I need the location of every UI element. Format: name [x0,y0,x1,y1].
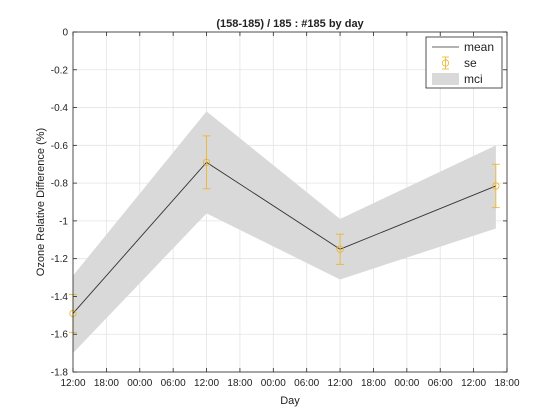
x-tick-label: 06:00 [428,378,453,389]
y-tick-label: -1.4 [51,292,69,303]
data-layer [69,111,500,354]
x-tick-label: 18:00 [227,378,252,389]
ticks: 0-0.2-0.4-0.6-0.8-1-1.2-1.4-1.6-1.812:00… [51,28,520,390]
y-tick-label: -1.2 [51,254,69,265]
chart-title: (158-185) / 185 : #185 by day [216,18,364,30]
y-tick-label: -1.8 [51,368,69,379]
legend-mci-patch [432,73,459,85]
plot-frame [72,31,508,373]
x-tick-label: 00:00 [127,378,152,389]
x-axis-label: Day [280,395,300,407]
se-marker [336,245,344,253]
legend-mci-label: mci [464,72,483,86]
legend-mean-label: mean [464,40,494,54]
x-tick-label: 00:00 [261,378,286,389]
se-marker [202,158,211,166]
x-tick-label: 12:00 [461,378,486,389]
y-tick-label: -0.8 [51,179,69,190]
y-tick-label: -0.4 [51,103,69,114]
legend: mean se mci [425,36,503,89]
y-tick-label: -0.2 [51,65,69,76]
x-tick-label: 12:00 [194,378,219,389]
x-tick-label: 06:00 [294,378,319,389]
y-tick-label: -0.6 [51,141,69,152]
x-tick-label: 00:00 [394,378,419,389]
x-tick-label: 12:00 [60,378,85,389]
y-tick-label: -1 [59,216,68,227]
x-tick-label: 18:00 [494,378,519,389]
y-tick-label: -1.6 [51,330,69,341]
legend-se-marker [441,59,450,67]
x-tick-label: 06:00 [161,378,186,389]
y-axis-label: Ozone Relative Difference (%) [35,128,47,276]
x-tick-label: 18:00 [361,378,386,389]
x-tick-label: 12:00 [328,378,353,389]
se-marker [492,182,500,190]
x-tick-label: 18:00 [94,378,119,389]
mean-line [72,161,497,314]
legend-se-label: se [464,56,477,70]
mci-band [73,111,496,354]
y-tick-label: 0 [62,28,68,39]
